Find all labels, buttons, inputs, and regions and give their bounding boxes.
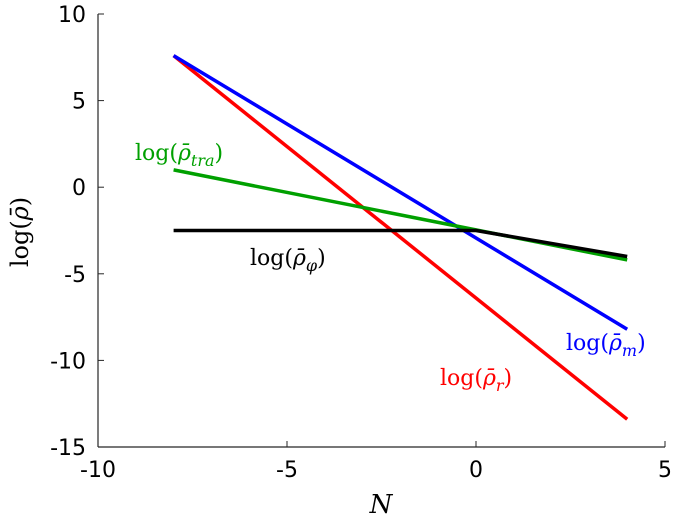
x-axis-title: N: [369, 490, 394, 520]
y-axis-title: log(ρ̄): [6, 197, 34, 267]
x-ticks: -10 -5 0 5: [80, 441, 672, 483]
y-tick-label: -5: [64, 263, 86, 288]
x-tick-label: 5: [658, 458, 672, 483]
series-label-red: log(ρ̄r): [440, 366, 512, 395]
y-tick-label: -10: [50, 349, 86, 374]
series-label-black: log(ρ̄φ): [250, 246, 326, 275]
axes: [97, 14, 665, 448]
y-tick-label: 5: [72, 90, 86, 115]
x-tick-label: -10: [80, 458, 116, 483]
series-line-red: [172, 54, 629, 421]
y-ticks: 10 5 0 -5 -10 -15: [50, 3, 104, 461]
series-label-blue: log(ρ̄m): [566, 331, 646, 360]
series-lines: [172, 54, 629, 421]
x-tick-label: -5: [276, 458, 298, 483]
series-line-blue: [172, 54, 629, 331]
series-line-black: [173, 228, 628, 259]
y-tick-label: 10: [58, 3, 86, 28]
y-tick-label: -15: [50, 436, 86, 461]
series-label-green: log(ρ̄tra): [135, 141, 223, 170]
y-tick-label: 0: [72, 176, 86, 201]
x-tick-label: 0: [469, 458, 483, 483]
